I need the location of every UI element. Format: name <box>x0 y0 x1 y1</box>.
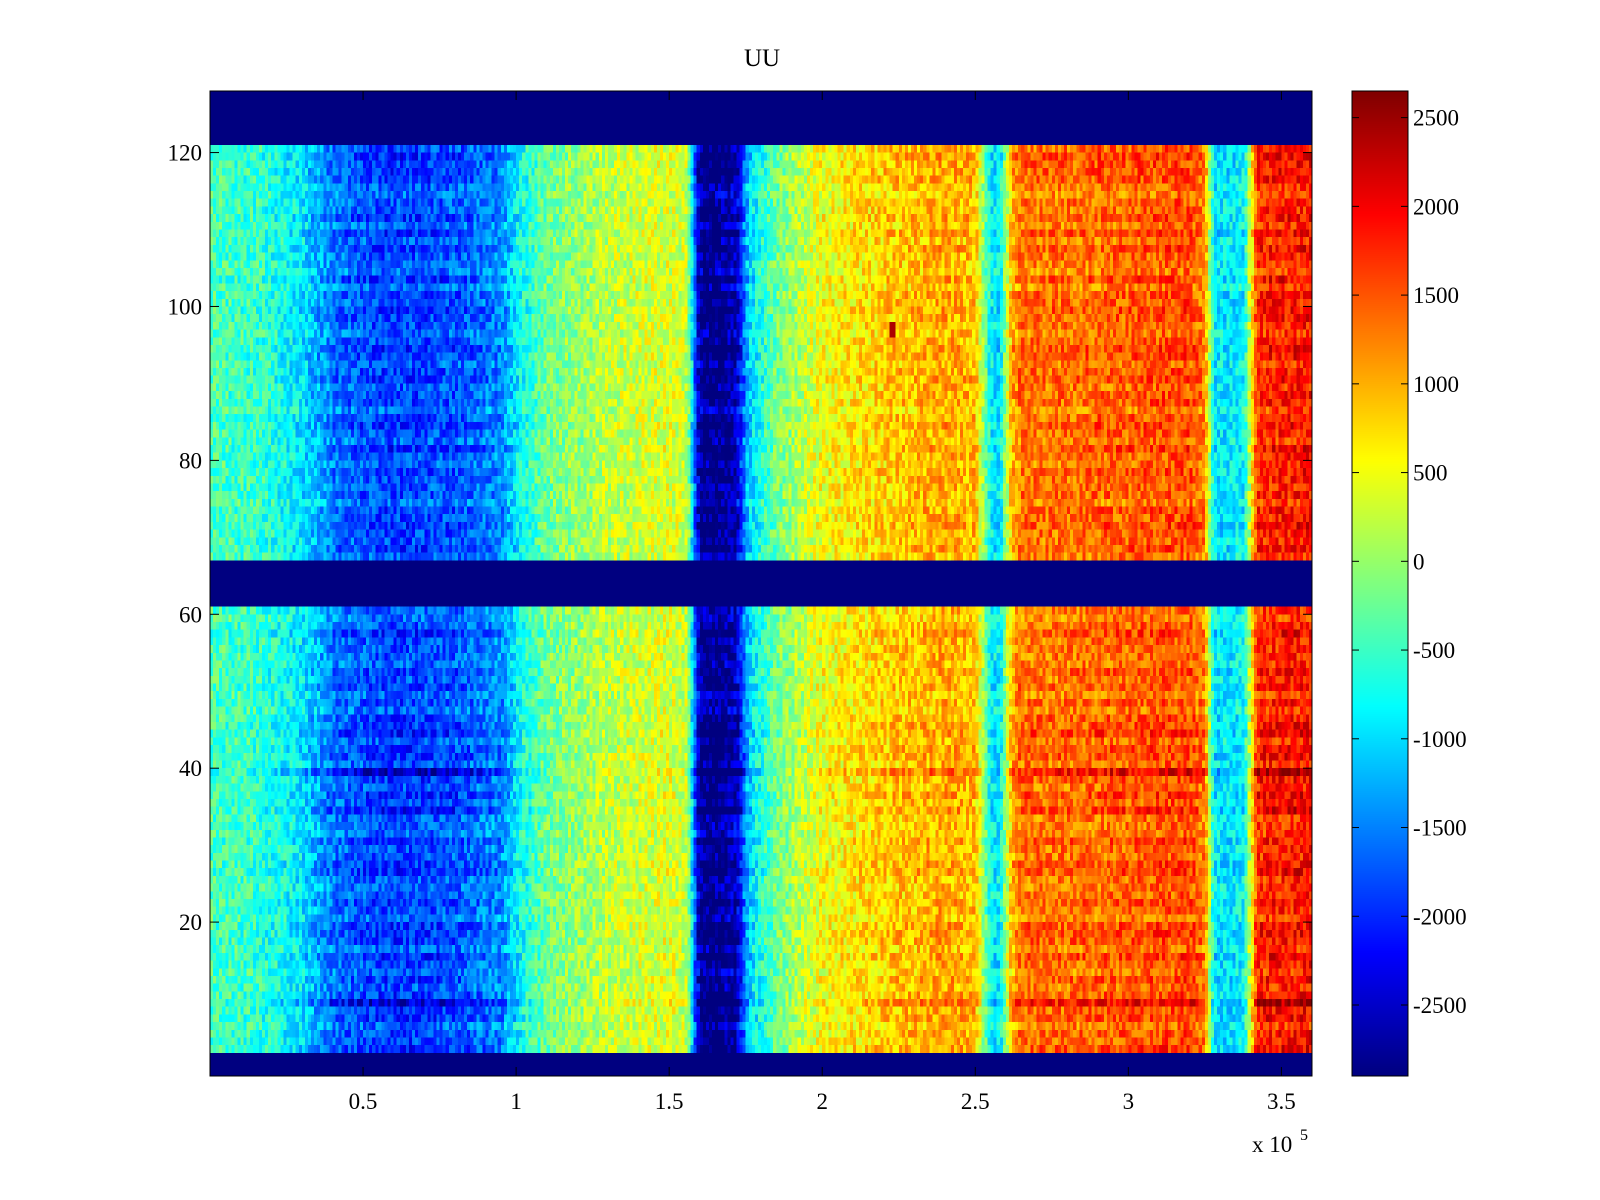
colorbar-tick-label: -1500 <box>1413 816 1467 841</box>
x-multiplier-exponent: 5 <box>1300 1127 1308 1144</box>
y-tick-label: 100 <box>168 294 203 319</box>
y-tick-label: 120 <box>168 141 203 166</box>
x-tick-label: 1 <box>510 1089 522 1114</box>
y-axis-ticks: 20 40 60 80 100 120 <box>168 141 1312 935</box>
colorbar-frame <box>1351 90 1409 1077</box>
colorbar-tick-label: -2500 <box>1413 993 1467 1018</box>
plot-frame <box>209 90 1313 1077</box>
colorbar-tick-label: -2000 <box>1413 904 1467 929</box>
colorbar-tick-label: 1000 <box>1413 372 1459 397</box>
colorbar-tick-label: 1500 <box>1413 283 1459 308</box>
x-tick-label: 1.5 <box>655 1089 684 1114</box>
colorbar-ticks: -2500 -2000 -1500 -1000 -500 0 500 1000 1500 2000… <box>1352 106 1467 1018</box>
y-tick-label: 80 <box>179 448 202 473</box>
x-tick-label: 2 <box>816 1089 828 1114</box>
chart-title: UU <box>744 45 780 72</box>
colorbar-tick-label: -1000 <box>1413 727 1467 752</box>
x-tick-label: 2.5 <box>961 1089 990 1114</box>
y-tick-label: 60 <box>179 602 202 627</box>
y-tick-label: 40 <box>179 756 202 781</box>
colorbar-tick-label: -500 <box>1413 638 1455 663</box>
y-tick-label: 20 <box>179 910 202 935</box>
x-tick-label: 3 <box>1123 1089 1135 1114</box>
colorbar-tick-label: 0 <box>1413 549 1425 574</box>
colorbar-tick-label: 2000 <box>1413 194 1459 219</box>
x-multiplier-label: x 10 <box>1252 1132 1292 1157</box>
colorbar-gradient <box>1352 91 1408 1076</box>
x-axis-ticks: 0.5 1 1.5 2 2.5 3 3.5 <box>349 91 1296 1114</box>
x-tick-label: 0.5 <box>349 1089 378 1114</box>
heatmap-image <box>210 91 1312 1076</box>
colorbar-tick-label: 2500 <box>1413 106 1459 131</box>
x-tick-label: 3.5 <box>1267 1089 1296 1114</box>
colorbar-tick-label: 500 <box>1413 461 1448 486</box>
